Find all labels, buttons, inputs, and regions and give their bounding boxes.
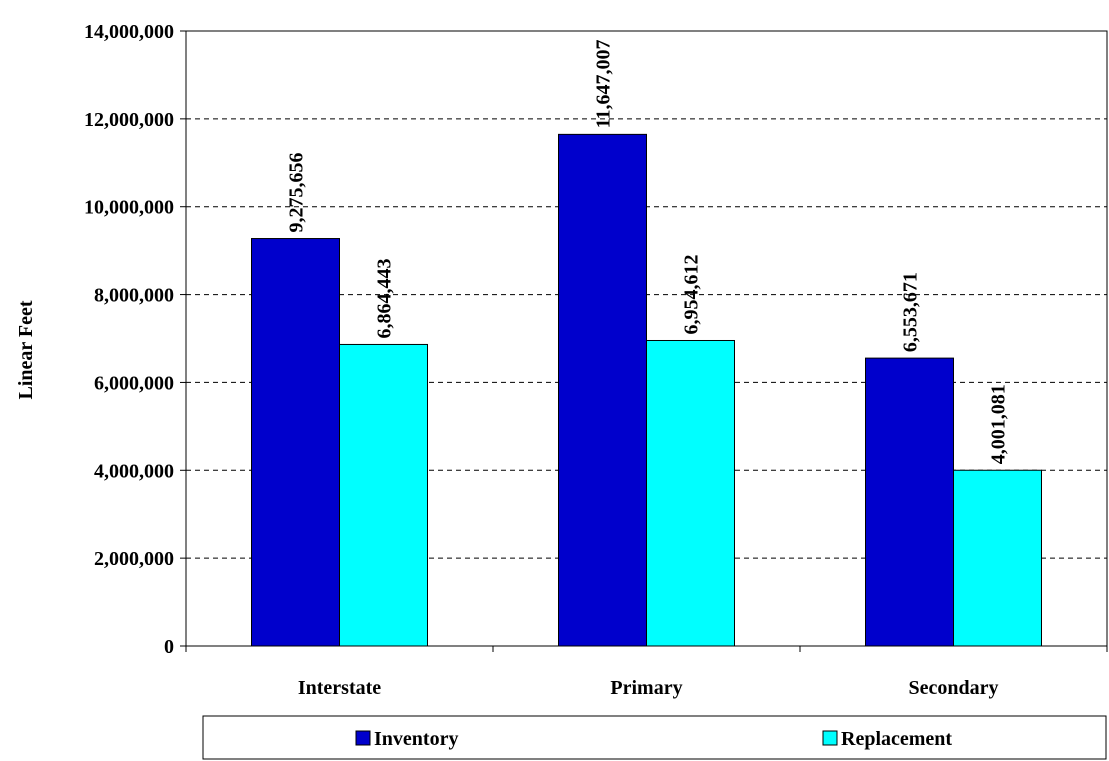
y-tick-labels: 0 2,000,000 4,000,000 6,000,000 8,000,000 10,…: [84, 21, 174, 658]
bar: [953, 469, 1042, 647]
data-label: 6,553,671: [900, 272, 922, 352]
x-category-label: Secondary: [909, 677, 999, 699]
y-tick-label: 10,000,000: [84, 197, 174, 219]
bar: [865, 357, 954, 647]
axes: [180, 30, 1108, 652]
bar: [646, 339, 735, 647]
bar: [558, 133, 647, 647]
legend: Inventory Replacement: [202, 715, 1107, 760]
data-labels: 9,275,656 6,864,443 11,647,007 6,954,612 6,5…: [286, 39, 1010, 464]
legend-swatch: [822, 730, 838, 746]
y-axis-label: Linear Feet: [15, 300, 37, 399]
x-category-labels: Interstate Primary Secondary: [298, 677, 999, 699]
y-tick-label: 12,000,000: [84, 109, 174, 131]
x-category-label: Interstate: [298, 677, 381, 699]
y-tick-label: 6,000,000: [94, 372, 174, 394]
legend-box: [202, 715, 1107, 760]
legend-label: Replacement: [841, 728, 952, 750]
y-tick-label: 14,000,000: [84, 21, 174, 43]
y-tick-label: 0: [164, 636, 174, 658]
y-tick-label: 8,000,000: [94, 285, 174, 307]
data-label: 11,647,007: [593, 39, 615, 128]
data-label: 4,001,081: [988, 384, 1010, 464]
bar: [339, 343, 428, 647]
bars: [251, 133, 1042, 647]
data-label: 9,275,656: [286, 153, 308, 233]
data-label: 6,864,443: [374, 258, 396, 338]
legend-label: Inventory: [374, 728, 458, 750]
data-label: 6,954,612: [681, 254, 703, 334]
y-tick-label: 4,000,000: [94, 460, 174, 482]
y-tick-label: 2,000,000: [94, 548, 174, 570]
legend-swatch: [355, 730, 371, 746]
bar: [251, 238, 340, 647]
x-category-label: Primary: [610, 677, 682, 699]
